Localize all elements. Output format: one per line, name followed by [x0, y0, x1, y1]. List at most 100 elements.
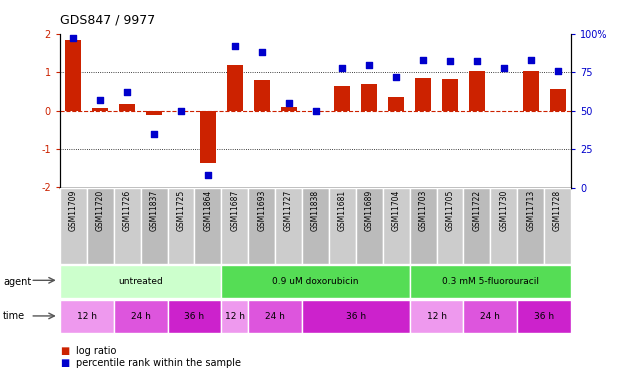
Bar — [356, 188, 383, 264]
Text: GSM11728: GSM11728 — [553, 190, 562, 231]
Point — [391, 74, 401, 80]
Text: GSM11725: GSM11725 — [177, 190, 186, 231]
Bar — [517, 188, 544, 264]
Bar — [60, 265, 221, 298]
Text: 12 h: 12 h — [77, 312, 97, 321]
Text: GSM11681: GSM11681 — [338, 190, 347, 231]
Bar — [200, 111, 216, 162]
Bar — [221, 188, 248, 264]
Point — [364, 62, 374, 68]
Bar — [463, 188, 490, 264]
Text: agent: agent — [3, 277, 32, 286]
Text: GSM11837: GSM11837 — [150, 190, 158, 231]
Text: 24 h: 24 h — [480, 312, 500, 321]
Text: GSM11726: GSM11726 — [122, 190, 132, 231]
Bar — [92, 108, 109, 111]
Text: GSM11687: GSM11687 — [230, 190, 239, 231]
Bar — [383, 188, 410, 264]
Text: percentile rank within the sample: percentile rank within the sample — [76, 358, 240, 368]
Point — [68, 35, 78, 41]
Bar — [550, 90, 565, 111]
Text: GSM11722: GSM11722 — [473, 190, 481, 231]
Point — [257, 49, 267, 55]
Bar — [60, 188, 87, 264]
Text: 24 h: 24 h — [131, 312, 151, 321]
Bar — [221, 300, 248, 333]
Text: untreated: untreated — [118, 277, 163, 286]
Text: GSM11709: GSM11709 — [69, 190, 78, 231]
Bar — [329, 188, 356, 264]
Text: GSM11713: GSM11713 — [526, 190, 535, 231]
Bar — [254, 80, 270, 111]
Bar — [248, 300, 302, 333]
Point — [418, 57, 428, 63]
Bar — [114, 300, 168, 333]
Bar — [275, 188, 302, 264]
Bar — [119, 104, 135, 111]
Text: time: time — [3, 311, 25, 321]
Text: 0.9 uM doxorubicin: 0.9 uM doxorubicin — [272, 277, 359, 286]
Text: GSM11838: GSM11838 — [311, 190, 320, 231]
Point — [526, 57, 536, 63]
Bar — [544, 188, 571, 264]
Point — [445, 58, 455, 64]
Point — [122, 89, 133, 95]
Point — [553, 68, 563, 74]
Point — [203, 172, 213, 178]
Text: GSM11864: GSM11864 — [203, 190, 213, 231]
Bar — [87, 188, 114, 264]
Text: GDS847 / 9977: GDS847 / 9977 — [60, 13, 155, 26]
Point — [230, 43, 240, 49]
Bar — [281, 107, 297, 111]
Text: 24 h: 24 h — [265, 312, 285, 321]
Bar — [388, 97, 404, 111]
Text: GSM11730: GSM11730 — [499, 190, 509, 231]
Bar — [415, 78, 431, 111]
Point — [176, 108, 186, 114]
Text: GSM11703: GSM11703 — [418, 190, 428, 231]
Bar — [302, 188, 329, 264]
Bar — [437, 188, 463, 264]
Point — [472, 58, 482, 64]
Point — [95, 97, 105, 103]
Point — [283, 100, 293, 106]
Bar — [463, 300, 517, 333]
Text: 12 h: 12 h — [427, 312, 447, 321]
Bar — [66, 39, 81, 111]
Bar — [361, 84, 377, 111]
Text: 0.3 mM 5-fluorouracil: 0.3 mM 5-fluorouracil — [442, 277, 539, 286]
Bar — [194, 188, 221, 264]
Bar — [410, 265, 571, 298]
Bar — [517, 300, 571, 333]
Text: 12 h: 12 h — [225, 312, 245, 321]
Bar — [60, 300, 114, 333]
Bar — [469, 71, 485, 111]
Text: 36 h: 36 h — [534, 312, 554, 321]
Bar — [168, 188, 194, 264]
Bar — [490, 188, 517, 264]
Text: ■: ■ — [60, 346, 69, 355]
Text: GSM11689: GSM11689 — [365, 190, 374, 231]
Point — [338, 64, 348, 70]
Text: ■: ■ — [60, 358, 69, 368]
Text: log ratio: log ratio — [76, 346, 116, 355]
Text: GSM11720: GSM11720 — [96, 190, 105, 231]
Text: GSM11704: GSM11704 — [392, 190, 401, 231]
Bar — [146, 111, 162, 115]
Text: GSM11693: GSM11693 — [257, 190, 266, 231]
Text: GSM11705: GSM11705 — [445, 190, 454, 231]
Bar — [334, 86, 350, 111]
Bar — [168, 300, 221, 333]
Bar — [248, 188, 275, 264]
Bar — [522, 71, 539, 111]
Bar — [410, 300, 463, 333]
Bar — [114, 188, 141, 264]
Bar — [442, 79, 458, 111]
Bar — [302, 300, 410, 333]
Text: 36 h: 36 h — [184, 312, 204, 321]
Text: GSM11727: GSM11727 — [284, 190, 293, 231]
Bar — [141, 188, 168, 264]
Point — [310, 108, 321, 114]
Text: 36 h: 36 h — [346, 312, 366, 321]
Bar — [227, 64, 243, 111]
